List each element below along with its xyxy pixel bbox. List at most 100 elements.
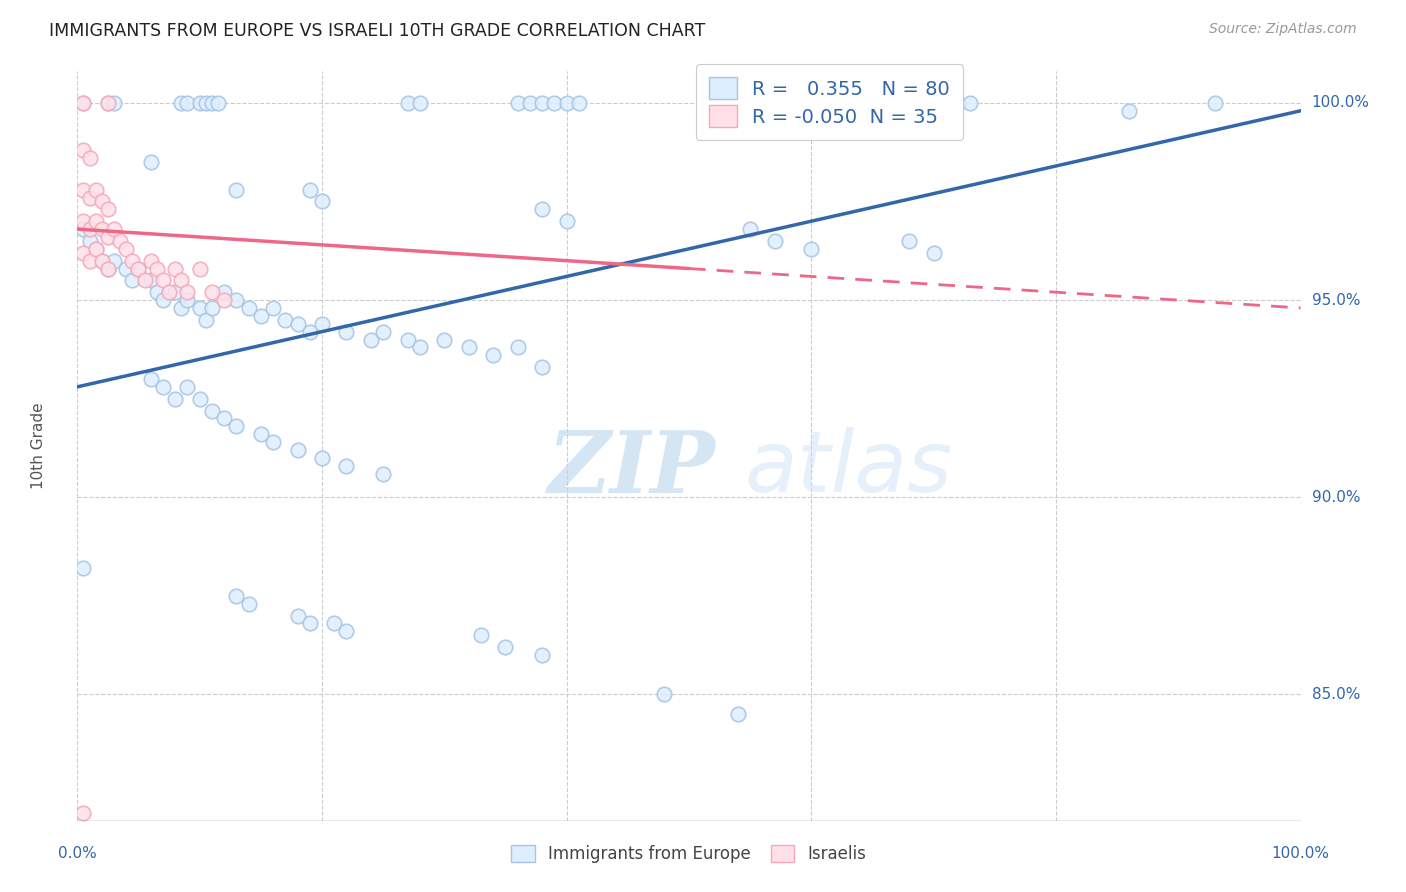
- Point: [176, 293, 198, 307]
- Point: [97, 261, 120, 276]
- Text: 100.0%: 100.0%: [1271, 846, 1330, 861]
- Point: [194, 313, 217, 327]
- Point: [72, 245, 94, 260]
- Point: [946, 95, 969, 110]
- Point: [84, 242, 107, 256]
- Point: [201, 403, 224, 417]
- Point: [127, 261, 149, 276]
- Point: [79, 151, 101, 165]
- Point: [139, 253, 162, 268]
- Point: [79, 234, 101, 248]
- Point: [506, 95, 529, 110]
- Point: [531, 95, 554, 110]
- Point: [250, 309, 273, 323]
- Point: [72, 222, 94, 236]
- Point: [262, 301, 284, 315]
- Text: ZIP: ZIP: [548, 426, 716, 510]
- Point: [79, 253, 101, 268]
- Point: [470, 628, 492, 642]
- Point: [800, 242, 823, 256]
- Point: [531, 648, 554, 662]
- Text: 85.0%: 85.0%: [1312, 687, 1360, 702]
- Point: [323, 616, 346, 631]
- Point: [194, 95, 217, 110]
- Point: [506, 340, 529, 354]
- Point: [176, 285, 198, 300]
- Point: [146, 261, 169, 276]
- Point: [108, 234, 131, 248]
- Point: [335, 458, 357, 473]
- Point: [115, 261, 138, 276]
- Point: [134, 273, 156, 287]
- Point: [225, 293, 247, 307]
- Point: [409, 340, 432, 354]
- Point: [446, 845, 468, 859]
- Point: [170, 95, 193, 110]
- Point: [79, 190, 101, 204]
- Point: [201, 301, 224, 315]
- Text: Source: ZipAtlas.com: Source: ZipAtlas.com: [1209, 22, 1357, 37]
- Point: [287, 317, 309, 331]
- Point: [922, 245, 945, 260]
- Point: [433, 333, 456, 347]
- Point: [97, 261, 120, 276]
- Text: 95.0%: 95.0%: [1312, 293, 1360, 308]
- Point: [115, 242, 138, 256]
- Point: [238, 301, 260, 315]
- Point: [201, 95, 224, 110]
- Text: 90.0%: 90.0%: [1312, 490, 1360, 505]
- Point: [360, 333, 382, 347]
- Text: IMMIGRANTS FROM EUROPE VS ISRAELI 10TH GRADE CORRELATION CHART: IMMIGRANTS FROM EUROPE VS ISRAELI 10TH G…: [49, 22, 706, 40]
- Point: [72, 805, 94, 820]
- Point: [311, 450, 333, 465]
- Point: [531, 360, 554, 375]
- Point: [371, 325, 394, 339]
- Point: [146, 285, 169, 300]
- Point: [72, 95, 94, 110]
- Point: [84, 242, 107, 256]
- Point: [97, 202, 120, 217]
- Point: [84, 214, 107, 228]
- Point: [212, 285, 235, 300]
- Point: [225, 183, 247, 197]
- Text: 100.0%: 100.0%: [1312, 95, 1369, 111]
- Point: [311, 194, 333, 209]
- Point: [262, 435, 284, 450]
- Point: [72, 95, 94, 110]
- Point: [555, 214, 578, 228]
- Point: [157, 285, 180, 300]
- Point: [152, 380, 174, 394]
- Point: [298, 325, 321, 339]
- Point: [121, 273, 143, 287]
- Point: [188, 392, 211, 406]
- Point: [90, 253, 112, 268]
- Point: [335, 325, 357, 339]
- Point: [170, 301, 193, 315]
- Point: [543, 95, 565, 110]
- Point: [152, 293, 174, 307]
- Point: [84, 183, 107, 197]
- Point: [72, 183, 94, 197]
- Point: [90, 222, 112, 236]
- Point: [188, 261, 211, 276]
- Point: [152, 273, 174, 287]
- Point: [238, 597, 260, 611]
- Point: [201, 285, 224, 300]
- Point: [176, 380, 198, 394]
- Point: [482, 348, 505, 362]
- Point: [250, 427, 273, 442]
- Point: [79, 222, 101, 236]
- Point: [165, 285, 187, 300]
- Point: [727, 707, 749, 722]
- Point: [72, 143, 94, 157]
- Text: 0.0%: 0.0%: [58, 846, 97, 861]
- Point: [287, 442, 309, 457]
- Point: [1204, 95, 1226, 110]
- Point: [212, 293, 235, 307]
- Point: [959, 95, 981, 110]
- Point: [139, 155, 162, 169]
- Point: [225, 589, 247, 603]
- Point: [371, 467, 394, 481]
- Point: [103, 222, 125, 236]
- Point: [396, 95, 419, 110]
